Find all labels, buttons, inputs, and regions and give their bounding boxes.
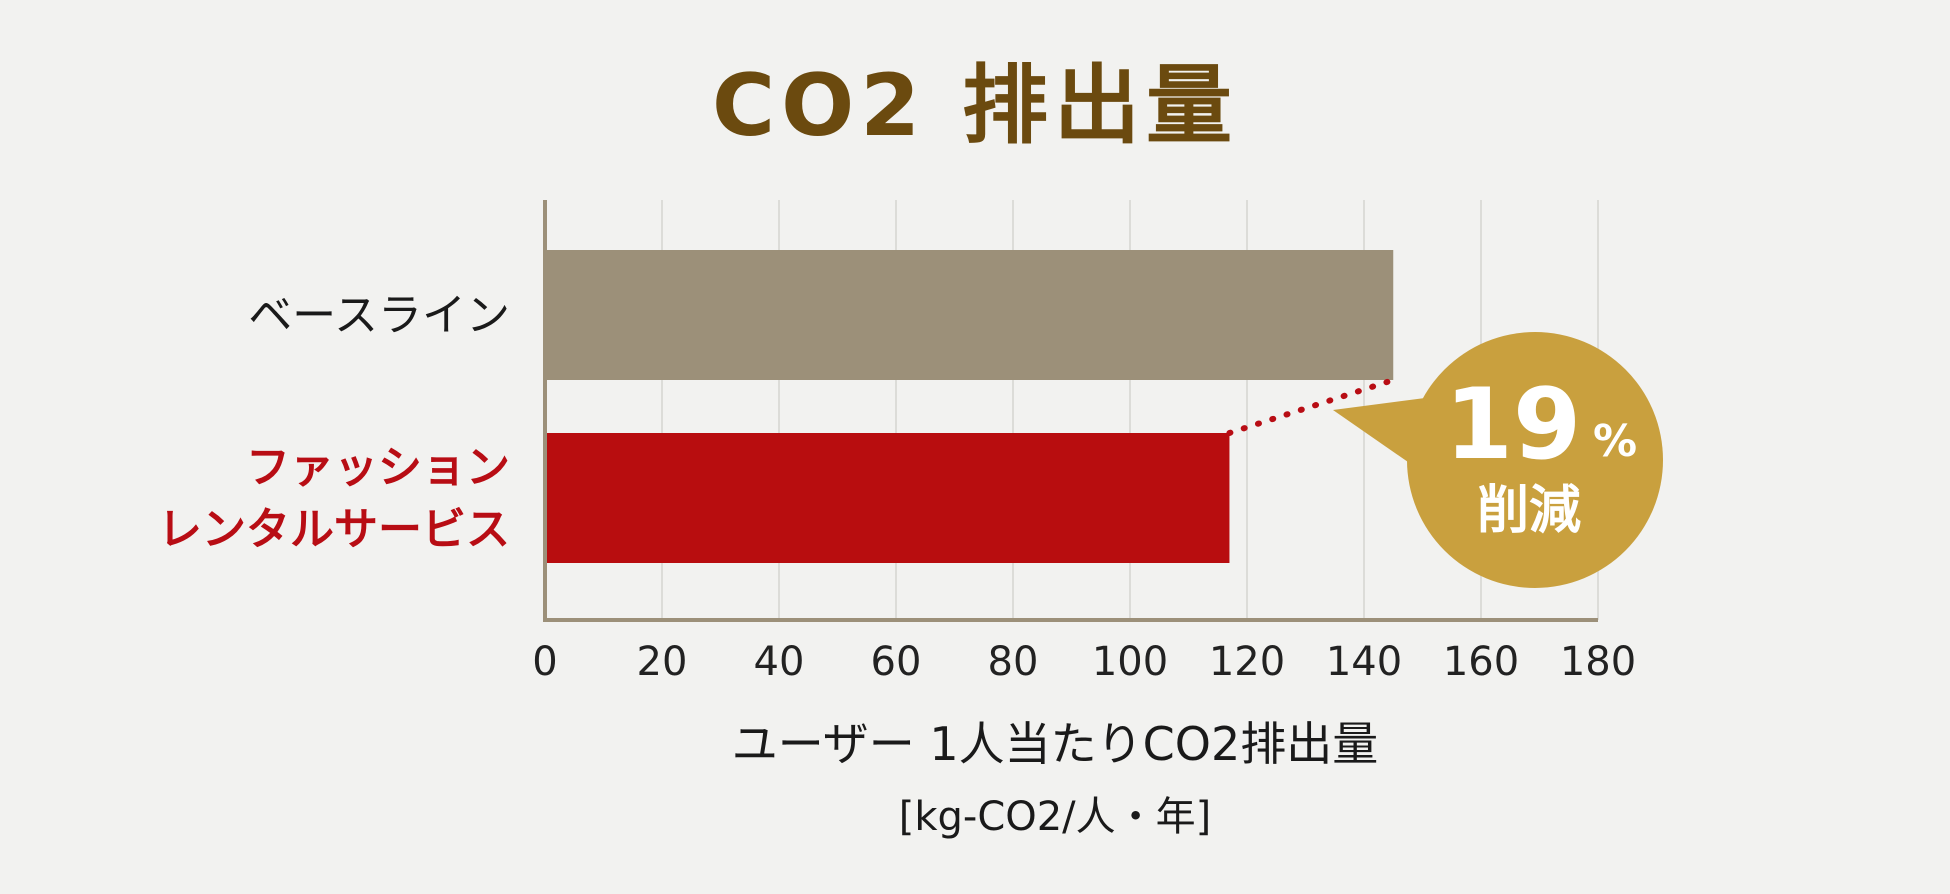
connector-dots (1226, 377, 1397, 436)
tick-label-8: 160 (1443, 639, 1519, 685)
bars-group (545, 250, 1394, 563)
callout-suffix: % (1593, 416, 1637, 467)
category-label-0-0: ベースライン (248, 290, 510, 341)
callout-value: 19 (1445, 368, 1581, 482)
x-axis-label: ユーザー 1人当たりCO2排出量 (732, 717, 1379, 771)
axes-group (543, 200, 1598, 622)
tick-label-1: 20 (637, 639, 688, 685)
tick-labels: 0 20 40 60 80 100 120 140 160 180 (532, 639, 1636, 685)
bar-0 (545, 250, 1394, 380)
unit-label: [kg-CO2/人・年] (899, 794, 1212, 840)
callout-label: 削減 (1477, 481, 1581, 541)
tick-label-3: 60 (871, 639, 922, 685)
callout-pointer (1333, 398, 1425, 462)
callout-bubble (1407, 332, 1663, 588)
tick-label-4: 80 (988, 639, 1039, 685)
tick-label-7: 140 (1326, 639, 1402, 685)
reduction-callout: 19 %削減 (1226, 332, 1663, 588)
tick-label-2: 40 (754, 639, 805, 685)
tick-label-9: 180 (1560, 639, 1636, 685)
category-label-1-0: ファッション (246, 442, 510, 493)
category-label-1-1: レンタルサービス (158, 504, 510, 555)
chart-title: CO2 排出量 (712, 56, 1238, 156)
tick-label-0: 0 (532, 639, 557, 685)
bar-1 (545, 433, 1230, 563)
tick-label-5: 100 (1092, 639, 1168, 685)
tick-label-6: 120 (1209, 639, 1285, 685)
